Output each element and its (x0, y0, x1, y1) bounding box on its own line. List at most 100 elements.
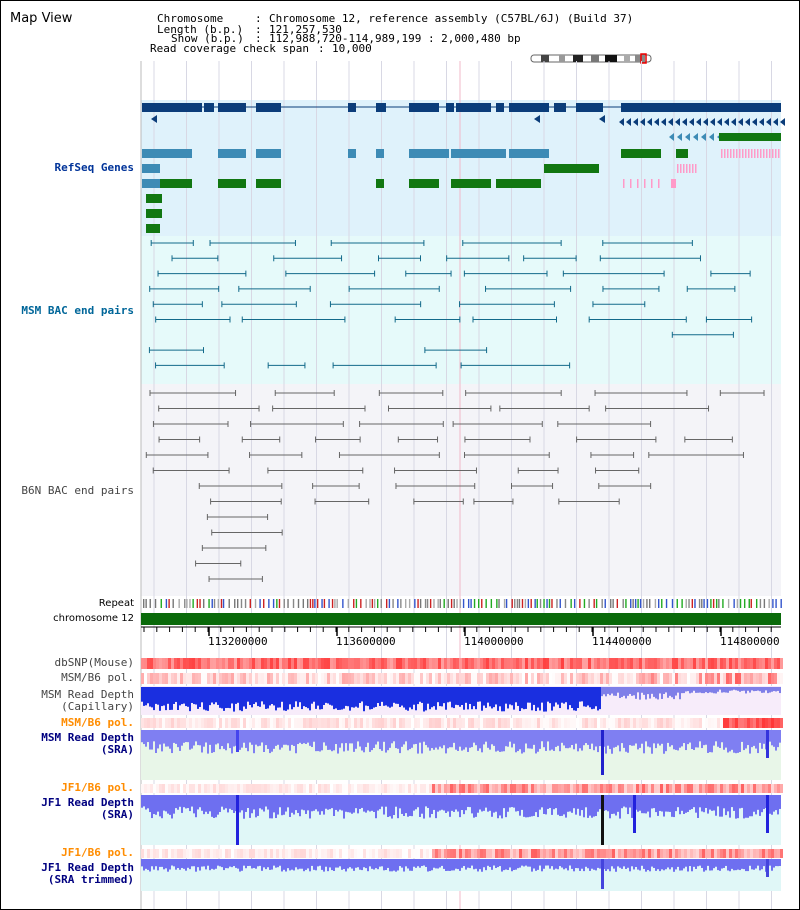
depth-jf1-trim-bar (299, 859, 301, 869)
dbsnp-cell (246, 658, 249, 669)
pol-cell (453, 784, 456, 793)
dbsnp-cell (240, 658, 243, 669)
pol-cell (729, 849, 732, 858)
depth-msm-bar (577, 730, 579, 752)
pol-cell (456, 718, 459, 728)
pol-cell (471, 784, 474, 793)
repeat-mark (268, 599, 270, 608)
depth-jf1-trim-bar (773, 859, 775, 868)
depth-msm-bar (553, 730, 555, 751)
pol-cell (393, 718, 396, 728)
depth-cap-bar (627, 687, 629, 696)
dbsnp-cell (762, 658, 765, 669)
depth-msm-bar (475, 730, 477, 746)
repeat-mark (691, 599, 694, 608)
pol-cell (588, 849, 591, 858)
depth-cap-bar (673, 687, 675, 700)
depth-cap-bar (175, 687, 177, 702)
pol-cell (720, 849, 723, 858)
pol-cell (150, 718, 153, 728)
depth-jf1-bar (499, 795, 501, 816)
pol-cell (147, 718, 150, 728)
depth-jf1-trim-bar (209, 859, 211, 871)
depth-msm-bar (225, 730, 227, 751)
depth-jf1-bar (411, 795, 413, 817)
depth-jf1-trim-bar (495, 859, 497, 869)
dbsnp-cell (567, 658, 570, 669)
depth-jf1-bar (333, 795, 335, 817)
pol-cell (189, 784, 192, 793)
dbsnp-cell (573, 658, 576, 669)
pol-cell (762, 718, 765, 728)
depth-jf1-trim-bar (487, 859, 489, 866)
dbsnp-cell (513, 658, 516, 669)
depth-msm-bar (503, 730, 505, 752)
pol-cell (393, 849, 396, 858)
dbsnp-cell (486, 658, 489, 669)
depth-cap-bar (371, 687, 373, 710)
repeat-mark (739, 599, 742, 608)
depth-cap-bar (211, 687, 213, 703)
pol-cell (237, 849, 240, 858)
depth-jf1-bar (301, 795, 303, 810)
depth-msm-bar (645, 730, 647, 742)
pol-cell (462, 849, 465, 858)
pol-cell (414, 673, 417, 684)
pol-cell (642, 784, 645, 793)
depth-msm-bar (681, 730, 683, 747)
depth-jf1-trim-bar (167, 859, 169, 872)
depth-jf1-trim-bar (609, 859, 611, 872)
depth-jf1-bar (731, 795, 733, 808)
repeat-mark (272, 599, 275, 608)
depth-cap-bar (561, 687, 563, 703)
depth-jf1-trim-bar (421, 859, 423, 866)
pol-cell (582, 849, 585, 858)
depth-cap-bar (431, 687, 433, 708)
depth-jf1-trim-bar (397, 859, 399, 871)
dbsnp-cell (681, 658, 684, 669)
msm-bac-label: MSM BAC end pairs (21, 304, 134, 317)
depth-msm-bar (485, 730, 487, 742)
depth-msm-bar (733, 730, 735, 753)
pol-cell (234, 784, 237, 793)
pol-cell (504, 784, 507, 793)
pol-cell (240, 849, 243, 858)
pol-cell (513, 784, 516, 793)
pol-cell (501, 718, 504, 728)
dbsnp-cell (291, 658, 294, 669)
pol-cell (153, 784, 156, 793)
pol-cell (396, 673, 399, 684)
pol-cell (711, 784, 714, 793)
depth-msm-bar (641, 730, 643, 744)
pol-cell (417, 784, 420, 793)
chromosome-ideogram[interactable] (529, 53, 655, 65)
depth-cap-bar (485, 687, 487, 708)
pol-cell (309, 849, 312, 858)
pol-cell (225, 784, 228, 793)
depth-msm-bar (483, 730, 485, 745)
depth-msm-bar (735, 730, 737, 754)
pol-cell (309, 718, 312, 728)
repeat-mark (397, 599, 399, 608)
depth-jf1-bar (779, 795, 781, 809)
pol-cell (159, 784, 162, 793)
depth-cap-bar (217, 687, 219, 705)
depth-jf1-trim-bar (527, 859, 529, 867)
depth-cap-bar (667, 687, 669, 698)
pol-cell (438, 784, 441, 793)
depth-jf1-bar (467, 795, 469, 807)
depth-jf1-trim-bar (581, 859, 583, 869)
depth-cap-bar (589, 687, 591, 708)
depth-msm-bar (675, 730, 677, 750)
pol-cell (150, 673, 153, 684)
dbsnp-cell (390, 658, 393, 669)
dbsnp-cell (147, 658, 150, 669)
dbsnp-cell (552, 658, 555, 669)
dbsnp-cell (381, 658, 384, 669)
depth-jf1-bar (223, 795, 225, 810)
pol-cell (216, 718, 219, 728)
depth-msm-bar (189, 730, 191, 750)
depth-cap-bar (777, 687, 779, 691)
dbsnp-cell (462, 658, 465, 669)
